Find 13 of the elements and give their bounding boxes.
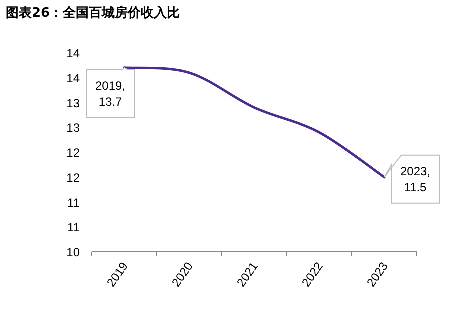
chart-title: 图表26：全国百城房价收入比 [6,5,180,21]
line-series [123,66,386,179]
y-tick-label: 14 [66,46,80,60]
y-tick-label: 13 [66,121,80,136]
annotation: 2023, 11.5 [400,164,431,194]
y-tick-label: 13 [66,96,80,110]
y-tick-label: 11 [68,196,80,210]
y-tick-label: 14 [66,71,80,86]
y-tick-label: 12 [66,146,80,160]
y-tick-label: 10 [66,246,80,260]
y-tick-label: 11 [68,220,80,235]
y-tick-label: 12 [66,170,80,185]
annotation: 2019, 13.7 [95,78,126,109]
